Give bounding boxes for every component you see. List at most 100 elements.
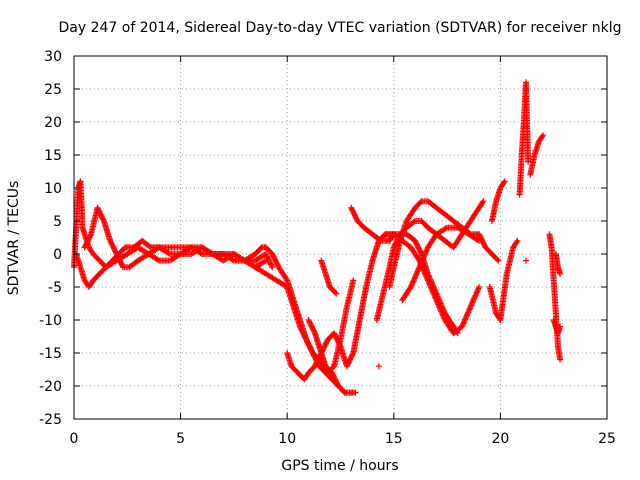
data-point: [308, 323, 315, 330]
x-tick-label: 5: [176, 431, 185, 447]
y-tick-label: 20: [44, 115, 62, 131]
data-point: [494, 256, 501, 263]
data-point: [111, 245, 118, 252]
data-point: [476, 237, 483, 244]
data-point: [349, 351, 356, 358]
data-point: [348, 204, 355, 211]
data-point: [112, 248, 119, 255]
data-point: [477, 233, 484, 240]
data-point: [114, 253, 121, 260]
series-track-q: [527, 132, 547, 178]
data-point: [305, 342, 312, 349]
data-point: [270, 253, 277, 260]
data-point: [208, 250, 215, 257]
data-point: [83, 240, 90, 247]
data-point: [269, 251, 276, 257]
data-point: [299, 328, 306, 335]
x-tick-label: 25: [598, 431, 616, 447]
data-point: [479, 239, 486, 246]
data-point: [307, 344, 314, 351]
data-point: [99, 215, 106, 222]
data-point: [114, 252, 121, 259]
data-point: [539, 133, 546, 140]
y-tick-label: -15: [39, 346, 62, 362]
data-point: [513, 239, 520, 246]
data-point: [263, 252, 270, 259]
series-track-c: [81, 204, 276, 271]
data-point: [332, 289, 339, 296]
data-point: [302, 334, 309, 341]
data-points: [71, 79, 564, 396]
data-point: [113, 249, 119, 256]
data-point: [95, 206, 102, 213]
plot-frame: [73, 55, 608, 420]
data-point: [313, 360, 320, 367]
data-point: [557, 356, 564, 363]
data-point: [476, 231, 483, 238]
data-point: [118, 260, 125, 267]
data-point: [345, 359, 352, 366]
data-point: [96, 208, 103, 215]
data-point: [375, 363, 382, 370]
data-point: [266, 257, 273, 264]
data-point: [349, 207, 356, 214]
data-point: [350, 210, 357, 217]
data-point: [97, 211, 104, 218]
data-point: [94, 204, 101, 211]
data-point: [332, 332, 339, 339]
data-point: [108, 240, 115, 247]
data-point: [476, 284, 483, 290]
data-point: [347, 355, 354, 362]
data-point: [302, 335, 309, 342]
data-point: [86, 235, 93, 242]
data-point: [347, 356, 354, 363]
data-point: [308, 347, 315, 354]
data-point: [322, 342, 329, 349]
data-point: [344, 361, 351, 368]
data-point: [310, 327, 317, 334]
data-point: [298, 326, 305, 333]
series-track-h: [318, 257, 340, 297]
y-tick-label: 30: [44, 49, 62, 65]
y-tick-label: 15: [44, 148, 62, 164]
data-point: [117, 258, 124, 265]
data-point: [298, 327, 305, 334]
data-point: [476, 232, 483, 239]
y-tick-label: 25: [44, 82, 62, 98]
data-point: [98, 212, 105, 219]
data-point: [350, 208, 357, 215]
data-point: [271, 256, 278, 263]
data-point: [322, 340, 329, 347]
data-point: [412, 237, 419, 244]
data-point: [514, 237, 521, 244]
data-point: [392, 241, 399, 248]
data-point: [297, 324, 304, 331]
y-tick-label: -20: [39, 379, 62, 395]
data-point: [306, 343, 313, 350]
data-point: [82, 241, 89, 248]
data-point: [118, 261, 125, 268]
data-point: [176, 251, 183, 258]
data-point: [229, 256, 236, 263]
data-point: [330, 373, 337, 380]
data-point: [273, 258, 280, 265]
data-point: [315, 356, 322, 363]
data-point: [331, 330, 338, 337]
data-point: [333, 379, 340, 386]
data-point: [479, 199, 486, 206]
data-point: [416, 247, 423, 254]
y-tick-label: -25: [39, 412, 62, 428]
data-point: [116, 256, 123, 263]
data-point: [312, 361, 319, 368]
chart-title: Day 247 of 2014, Sidereal Day-to-day VTE…: [59, 20, 622, 36]
series-track-s: [550, 317, 564, 337]
data-point: [87, 232, 94, 239]
data-point: [265, 256, 272, 263]
y-tick-label: -10: [39, 313, 62, 329]
data-point: [348, 353, 355, 360]
data-point: [305, 340, 312, 347]
data-point: [412, 239, 419, 246]
data-point: [264, 254, 271, 261]
data-point: [296, 323, 303, 330]
